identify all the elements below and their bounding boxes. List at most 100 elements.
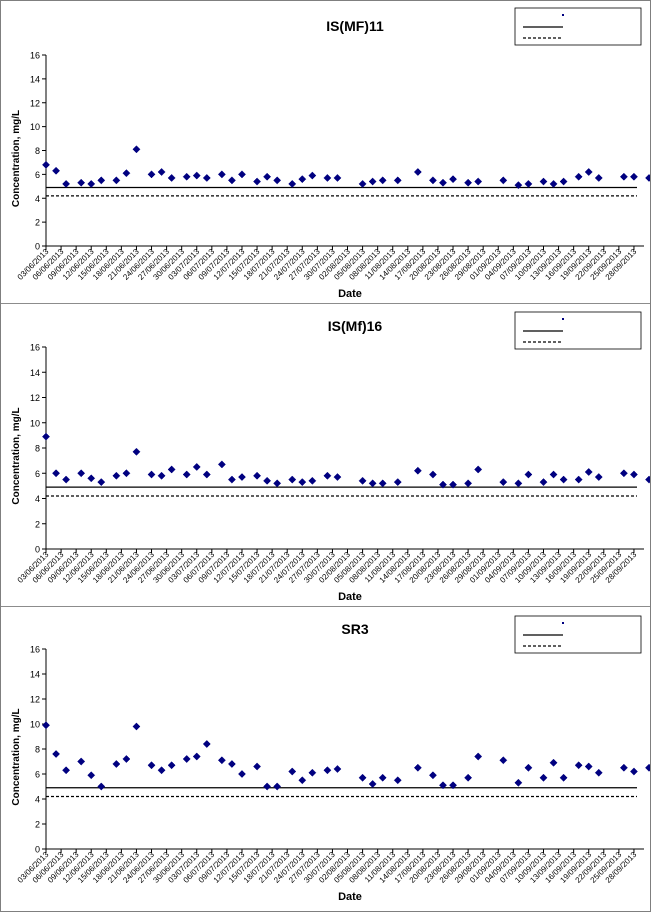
data-point xyxy=(499,478,508,487)
data-point xyxy=(288,475,297,484)
data-point xyxy=(52,469,61,478)
data-point xyxy=(539,478,548,487)
data-point xyxy=(378,479,387,488)
y-tick-label: 14 xyxy=(30,670,40,680)
data-point xyxy=(132,447,141,456)
data-point xyxy=(499,756,508,765)
y-tick-label: 6 xyxy=(35,469,40,479)
data-point xyxy=(122,469,131,478)
y-tick-label: 8 xyxy=(35,444,40,454)
data-point xyxy=(413,466,422,475)
data-point xyxy=(358,773,367,782)
data-point xyxy=(112,471,121,480)
data-point xyxy=(157,766,166,775)
data-point xyxy=(524,470,533,479)
data-point xyxy=(192,462,201,471)
legend-marker-data xyxy=(562,14,564,16)
data-point xyxy=(298,478,307,487)
data-point xyxy=(77,469,86,478)
chart-panel-sr3: SR3 0 2 4 6 8 10 12 14 16 03/06/2013 06/06/2013 09/0… xyxy=(1,607,650,911)
legend-marker-data xyxy=(562,622,564,624)
data-point xyxy=(308,171,317,180)
data-point xyxy=(464,178,473,187)
data-point xyxy=(167,761,176,770)
data-point xyxy=(147,761,156,770)
data-point xyxy=(323,174,332,182)
data-point xyxy=(42,721,50,730)
data-point xyxy=(559,177,568,186)
data-point xyxy=(574,761,583,770)
chart-panel-is-mf-11: IS(MF)11 0 2 4 6 8 10 12 14 16 03/06/2013 06/06/201… xyxy=(1,1,650,303)
data-point xyxy=(202,740,211,748)
data-point xyxy=(333,174,342,182)
data-point xyxy=(52,750,61,758)
data-point xyxy=(524,179,533,188)
y-tick-label: 14 xyxy=(30,74,40,84)
data-point xyxy=(549,470,558,479)
data-point xyxy=(77,757,86,766)
data-point xyxy=(393,478,402,487)
data-point xyxy=(358,476,367,485)
data-point xyxy=(97,782,106,791)
data-point xyxy=(464,773,473,782)
data-point xyxy=(584,168,593,176)
data-point xyxy=(147,470,156,479)
data-point xyxy=(439,178,447,187)
data-point xyxy=(273,782,282,791)
data-point xyxy=(253,471,262,480)
data-point xyxy=(449,175,457,184)
data-point xyxy=(217,756,226,765)
data-point xyxy=(298,776,307,785)
data-point xyxy=(629,767,638,776)
data-point xyxy=(132,722,141,731)
chart-svg-is-mf-16: IS(Mf)16024681012141603/06/201306/06/201… xyxy=(11,311,650,603)
data-point xyxy=(97,478,106,487)
data-point xyxy=(629,470,638,479)
data-point xyxy=(428,176,437,185)
data-point xyxy=(368,479,377,488)
y-tick-label: 12 xyxy=(30,393,40,403)
chart-title: IS(Mf)16 xyxy=(328,318,383,334)
data-point xyxy=(413,763,422,772)
data-point xyxy=(645,174,650,182)
data-point xyxy=(514,181,523,190)
x-axis-label: Date xyxy=(338,288,362,300)
data-point xyxy=(474,752,483,761)
chart-svg-is-mf-11: IS(MF)11024681012141603/06/201306/06/201… xyxy=(11,7,650,300)
data-point xyxy=(192,171,201,180)
data-point xyxy=(147,170,156,179)
data-point xyxy=(238,770,246,778)
data-point xyxy=(393,176,402,185)
data-point xyxy=(112,760,121,768)
data-point xyxy=(112,176,121,185)
data-point xyxy=(308,768,317,777)
y-tick-label: 16 xyxy=(30,51,40,61)
data-point xyxy=(263,476,272,485)
y-tick-label: 6 xyxy=(35,170,40,180)
data-point xyxy=(182,470,191,479)
data-point xyxy=(645,763,650,772)
chart-legend xyxy=(514,7,642,46)
data-point xyxy=(253,177,262,186)
data-point xyxy=(132,145,141,154)
chart-svg-sr3: SR3024681012141603/06/201306/06/201309/0… xyxy=(11,615,650,903)
data-point xyxy=(62,475,71,484)
chart-panel-is-mf-16: IS(Mf)16 0 2 4 6 8 10 12 14 16 03/06/2013 06/06/201… xyxy=(1,304,650,606)
y-tick-label: 4 xyxy=(35,795,40,805)
data-point xyxy=(273,176,282,185)
data-point xyxy=(308,476,317,485)
data-point xyxy=(393,776,402,785)
data-point xyxy=(167,174,176,182)
panel-divider xyxy=(1,303,650,304)
data-point xyxy=(464,479,473,488)
data-point xyxy=(514,778,523,787)
data-point xyxy=(87,771,96,780)
data-point xyxy=(645,475,650,484)
data-point xyxy=(584,762,593,771)
y-axis-label: Concentration, mg/L xyxy=(11,110,22,207)
data-point xyxy=(238,170,246,179)
data-point xyxy=(549,758,558,767)
y-axis-label: Concentration, mg/L xyxy=(11,407,22,504)
data-point xyxy=(524,763,533,772)
data-point xyxy=(439,781,447,790)
